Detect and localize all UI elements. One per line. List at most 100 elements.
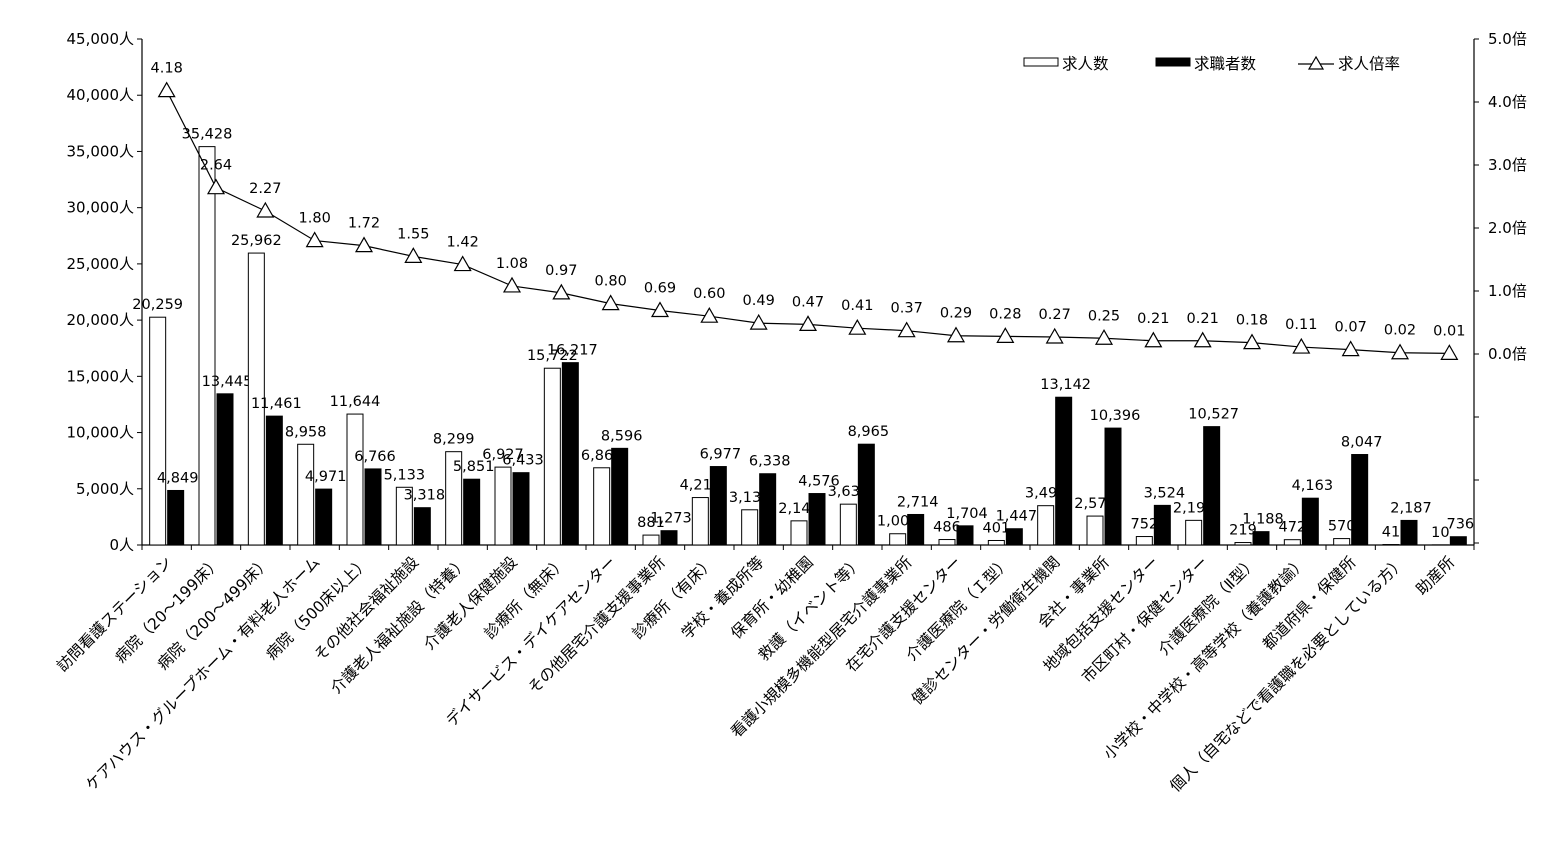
bar-job-openings xyxy=(247,252,265,546)
bar-job-seekers-label: 1,447 xyxy=(996,509,1038,525)
ratio-marker xyxy=(206,178,226,195)
bar-job-seekers xyxy=(561,362,579,546)
bar-job-seekers xyxy=(1104,427,1122,546)
ratio-marker xyxy=(1242,333,1262,350)
bar-job-openings xyxy=(1234,542,1252,546)
bar-job-seekers xyxy=(167,489,185,546)
bar-job-openings-label: 472 xyxy=(1278,520,1306,536)
bar-job-seekers-label: 3,318 xyxy=(404,488,446,504)
ratio-marker xyxy=(601,294,620,311)
bar-job-openings-label: 752 xyxy=(1130,517,1158,533)
ratio-marker xyxy=(650,301,670,318)
bar-job-seekers xyxy=(660,530,678,546)
bar-job-seekers-label: 10,527 xyxy=(1188,407,1239,423)
bar-job-openings-label: 1,001 xyxy=(877,514,919,530)
category-label: 看護小規模多機能型居宅介護事業所 xyxy=(727,553,915,741)
ratio-marker xyxy=(157,81,176,98)
bar-job-seekers-label: 1,273 xyxy=(650,511,692,527)
bar-job-openings-label: 2,148 xyxy=(778,501,820,517)
bar-job-seekers-label: 11,461 xyxy=(251,396,302,412)
ratio-marker xyxy=(996,327,1015,343)
ratio-marker xyxy=(453,255,472,272)
ratio-marker xyxy=(1292,337,1311,354)
bar-job-seekers xyxy=(315,488,333,546)
ratio-label: 0.11 xyxy=(1285,317,1317,333)
bar-job-seekers-label: 6,433 xyxy=(502,453,544,469)
ratio-label: 0.60 xyxy=(693,286,725,302)
right-axis-tick-label: 3.0倍 xyxy=(1488,156,1527,174)
ratio-label: 0.21 xyxy=(1187,311,1219,327)
bar-job-openings xyxy=(593,467,611,546)
left-axis-tick-label: 30,000人 xyxy=(67,199,135,217)
bar-job-seekers xyxy=(265,415,283,546)
right-axis-tick-label: 0.0倍 xyxy=(1488,345,1527,363)
bar-job-openings xyxy=(1283,539,1301,546)
bar-job-seekers xyxy=(1400,519,1418,546)
bar-job-openings-label: 8,299 xyxy=(433,432,475,448)
bar-job-openings-label: 8,958 xyxy=(285,424,327,440)
bar-job-seekers xyxy=(1055,396,1073,546)
ratio-label: 0.80 xyxy=(595,274,627,290)
bar-job-seekers-label: 4,849 xyxy=(157,470,199,486)
ratio-label: 0.18 xyxy=(1236,313,1268,329)
ratio-label: 0.07 xyxy=(1335,320,1367,336)
ratio-label: 0.27 xyxy=(1039,307,1071,323)
bar-job-openings-label: 6,927 xyxy=(482,447,524,463)
bar-job-openings-label: 10 xyxy=(1431,525,1449,541)
bar-job-openings xyxy=(149,316,167,546)
left-axis-tick-label: 40,000人 xyxy=(67,86,135,104)
ratio-marker xyxy=(1193,331,1212,348)
ratio-label: 0.28 xyxy=(989,306,1021,322)
bar-job-seekers xyxy=(216,393,234,546)
bar-job-openings-label: 5,133 xyxy=(384,467,426,483)
bar-job-seekers-label: 13,142 xyxy=(1040,377,1091,393)
left-axis-tick-label: 0人 xyxy=(109,536,134,554)
bar-job-seekers xyxy=(1252,531,1270,546)
left-axis-tick-label: 25,000人 xyxy=(67,255,135,273)
category-label: ケアハウス・グループホーム・有料老人ホーム xyxy=(82,553,323,794)
bar-job-openings-label: 2,192 xyxy=(1173,500,1215,516)
ratio-marker xyxy=(1440,344,1459,360)
bar-job-seekers xyxy=(956,525,974,546)
ratio-label: 1.80 xyxy=(299,211,331,227)
bar-job-seekers-label: 8,047 xyxy=(1341,435,1383,451)
ratio-marker xyxy=(354,236,374,253)
ratio-marker xyxy=(256,201,275,218)
ratio-marker xyxy=(1045,327,1064,344)
ratio-label: 0.41 xyxy=(841,298,873,314)
ratio-marker xyxy=(897,321,916,338)
bar-job-seekers xyxy=(1203,426,1221,546)
bar-job-openings-label: 25,962 xyxy=(231,233,282,249)
bar-job-seekers xyxy=(1153,504,1171,546)
bar-job-openings xyxy=(1037,505,1055,546)
bar-job-seekers-label: 1,704 xyxy=(946,506,988,522)
ratio-marker xyxy=(1144,331,1163,348)
ratio-marker xyxy=(552,283,571,300)
legend-label-ratio: 求人倍率 xyxy=(1338,55,1400,73)
ratio-label: 0.49 xyxy=(743,293,775,309)
ratio-marker xyxy=(502,276,522,293)
bar-job-openings-label: 11,644 xyxy=(330,394,381,410)
bar-job-seekers xyxy=(512,472,530,546)
bar-job-seekers-label: 6,338 xyxy=(749,454,791,470)
bar-job-seekers xyxy=(1449,536,1467,546)
bar-job-openings xyxy=(790,520,808,546)
bar-job-openings-label: 35,428 xyxy=(182,127,233,143)
bar-job-openings xyxy=(889,533,907,546)
bar-job-seekers xyxy=(611,447,629,546)
bar-job-seekers xyxy=(808,493,826,546)
ratio-marker xyxy=(1094,329,1114,345)
ratio-label: 2.27 xyxy=(249,181,281,197)
bar-job-openings xyxy=(1135,536,1153,546)
legend-label-job-openings: 求人数 xyxy=(1062,55,1109,73)
bar-job-seekers-label: 736 xyxy=(1446,517,1474,533)
bar-job-openings xyxy=(642,534,660,546)
ratio-marker xyxy=(404,247,423,263)
bar-job-openings xyxy=(346,413,364,546)
bar-job-seekers xyxy=(709,466,727,546)
bar-job-seekers-label: 2,187 xyxy=(1390,500,1432,516)
bar-job-openings xyxy=(1086,515,1104,546)
bar-job-openings-label: 3,496 xyxy=(1025,486,1067,502)
